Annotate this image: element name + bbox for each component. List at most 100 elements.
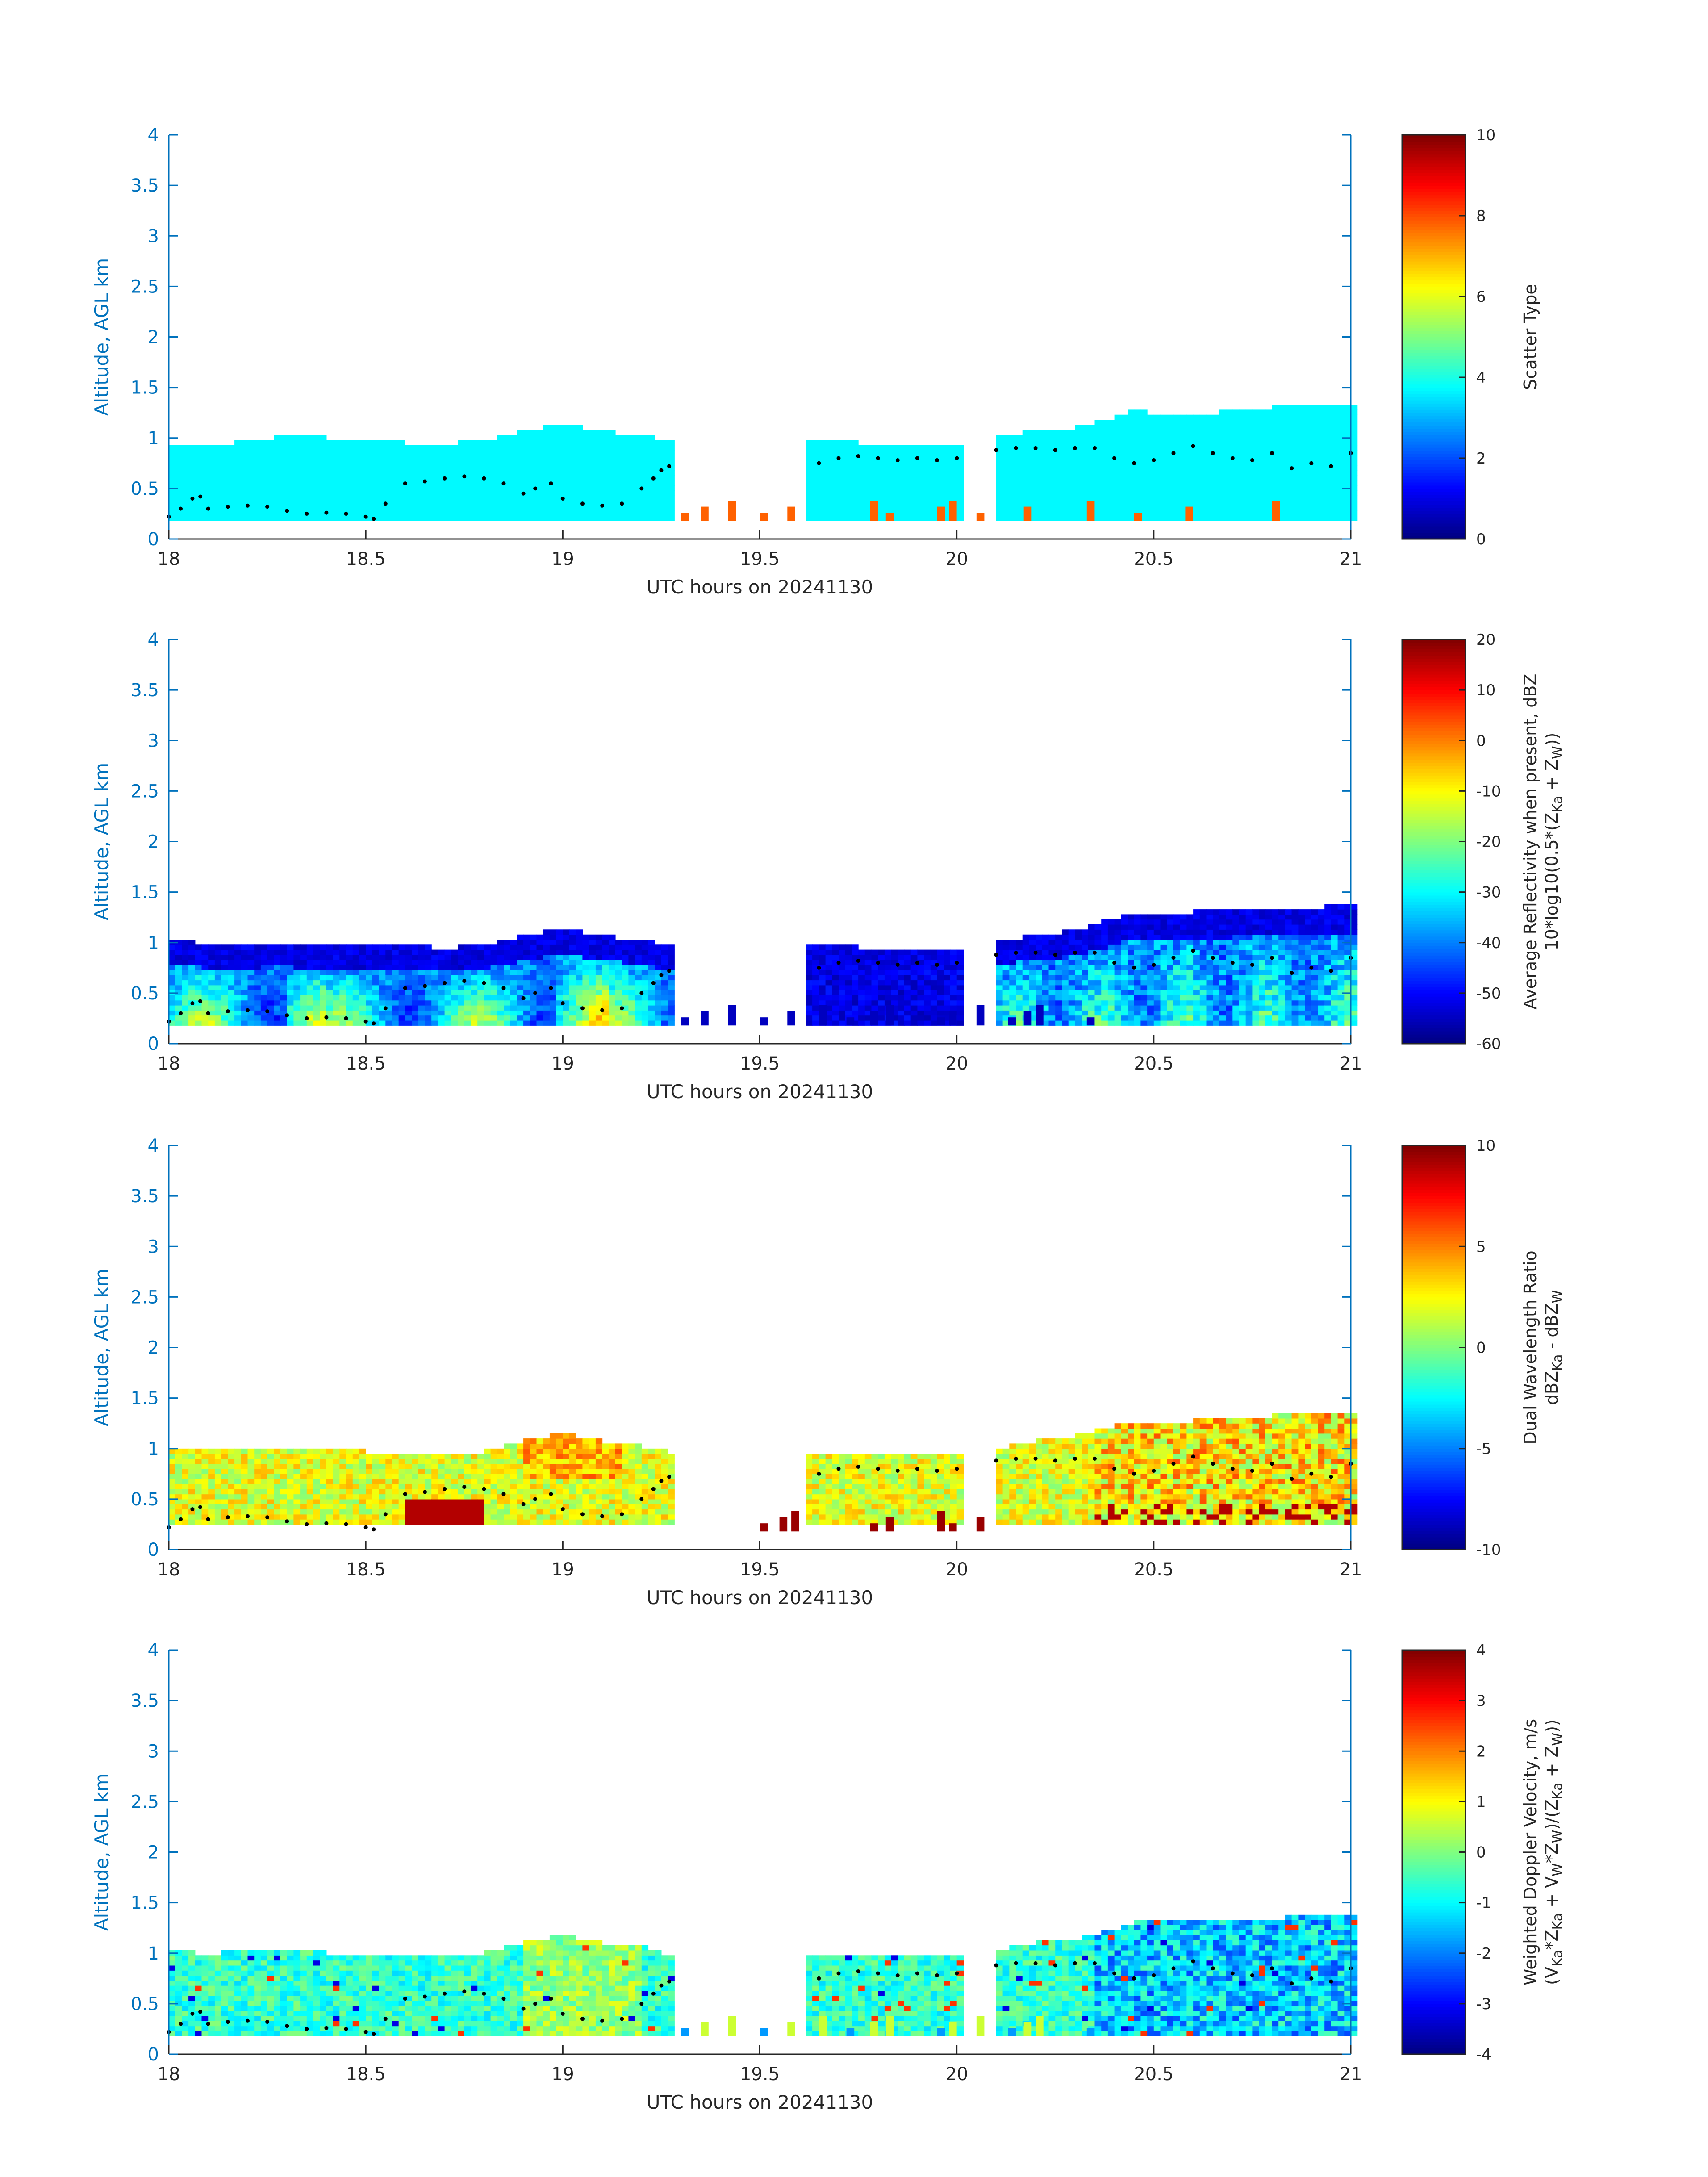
heatmap-cell — [1082, 501, 1089, 506]
heatmap-cell — [595, 455, 603, 461]
heatmap-cell — [1114, 445, 1121, 451]
heatmap-cell — [201, 460, 209, 466]
heatmap-cell — [530, 506, 537, 511]
heatmap-cell — [852, 990, 859, 995]
heatmap-cell — [1344, 430, 1351, 435]
heatmap-cell — [175, 980, 182, 986]
heatmap-cell — [924, 1020, 931, 1026]
heatmap-cell — [287, 990, 294, 995]
heatmap-cell — [287, 480, 294, 486]
heatmap-cell — [602, 1000, 609, 1006]
heatmap-cell — [517, 440, 524, 446]
heatmap-cell — [1173, 506, 1181, 511]
heatmap-cell — [1121, 470, 1128, 476]
heatmap-cell — [1082, 929, 1089, 935]
heatmap-cell — [175, 960, 182, 965]
heatmap-cell — [280, 969, 288, 975]
heatmap-cell — [293, 495, 301, 501]
heatmap-cell — [1029, 949, 1036, 955]
heatmap-cell — [852, 944, 859, 950]
heatmap-cell — [1199, 440, 1207, 446]
heatmap-cell — [1048, 516, 1056, 521]
heatmap-cell — [1311, 435, 1319, 440]
heatmap-cell — [326, 1005, 334, 1011]
heatmap-cell — [195, 995, 202, 1001]
heatmap-cell — [937, 455, 944, 461]
heatmap-cell — [267, 445, 274, 451]
heatmap-cell — [320, 969, 327, 975]
heatmap-cell — [379, 495, 386, 501]
heatmap-cell — [1101, 440, 1108, 446]
heatmap-cell — [392, 995, 399, 1001]
heatmap-cell — [169, 965, 176, 970]
heatmap-cell — [379, 480, 386, 486]
heatmap-cell — [668, 460, 675, 466]
heatmap-cell — [1029, 969, 1036, 975]
heatmap-cell — [477, 440, 484, 446]
heatmap-cell — [359, 450, 366, 455]
heatmap-cell — [996, 460, 1003, 466]
heatmap-cell — [267, 495, 274, 501]
heatmap-cell — [1298, 485, 1305, 491]
heatmap-cell — [996, 435, 1003, 440]
heatmap-cell — [648, 501, 655, 506]
heatmap-cell — [418, 949, 426, 955]
heatmap-cell — [556, 1005, 563, 1011]
heatmap-cell — [385, 470, 393, 476]
heatmap-cell — [576, 1015, 583, 1021]
precip-bin — [1185, 506, 1193, 521]
heatmap-cell — [852, 1010, 859, 1016]
heatmap-cell — [359, 1015, 366, 1021]
heatmap-cell — [1062, 480, 1069, 486]
heatmap-cell — [1337, 440, 1345, 446]
heatmap-cell — [595, 465, 603, 471]
heatmap-cell — [576, 475, 583, 481]
heatmap-cell — [490, 510, 497, 516]
heatmap-cell — [379, 1005, 386, 1011]
heatmap-cell — [1245, 460, 1253, 466]
heatmap-cell — [234, 440, 242, 446]
heatmap-cell — [214, 949, 222, 955]
heatmap-cell — [372, 470, 380, 476]
heatmap-cell — [497, 465, 504, 471]
heatmap-cell — [1094, 960, 1102, 965]
heatmap-cell — [398, 944, 405, 950]
heatmap-cell — [366, 949, 373, 955]
heatmap-cell — [182, 480, 189, 486]
heatmap-cell — [412, 965, 419, 970]
heatmap-cell — [635, 975, 642, 981]
heatmap-cell — [1331, 460, 1338, 466]
heatmap-cell — [1285, 440, 1292, 446]
heatmap-cell — [241, 980, 248, 986]
heatmap-cell — [812, 954, 819, 960]
heatmap-cell — [832, 949, 839, 955]
heatmap-cell — [1042, 440, 1049, 446]
heatmap-cell — [425, 470, 432, 476]
heatmap-cell — [477, 1015, 484, 1021]
heatmap-cell — [628, 944, 635, 950]
heatmap-cell — [1337, 490, 1345, 496]
colorbar-swatch — [1402, 169, 1466, 173]
heatmap-cell — [530, 965, 537, 970]
heatmap-cell — [556, 1010, 563, 1016]
heatmap-cell — [996, 485, 1003, 491]
heatmap-cell — [569, 940, 576, 945]
heatmap-cell — [1042, 501, 1049, 506]
heatmap-cell — [1029, 430, 1036, 435]
heatmap-cell — [1048, 965, 1056, 970]
heatmap-cell — [806, 485, 813, 491]
heatmap-cell — [1055, 475, 1062, 481]
heatmap-cell — [260, 480, 268, 486]
heatmap-cell — [1232, 425, 1240, 430]
heatmap-cell — [858, 465, 865, 471]
heatmap-cell — [438, 954, 445, 960]
heatmap-cell — [950, 460, 957, 466]
heatmap-cell — [563, 470, 570, 476]
heatmap-cell — [1324, 490, 1332, 496]
heatmap-cell — [878, 965, 885, 970]
heatmap-cell — [464, 1020, 471, 1026]
heatmap-cell — [287, 944, 294, 950]
x-tick-label: 18.5 — [346, 549, 386, 569]
heatmap-cell — [1311, 409, 1319, 415]
heatmap-cell — [1068, 485, 1075, 491]
